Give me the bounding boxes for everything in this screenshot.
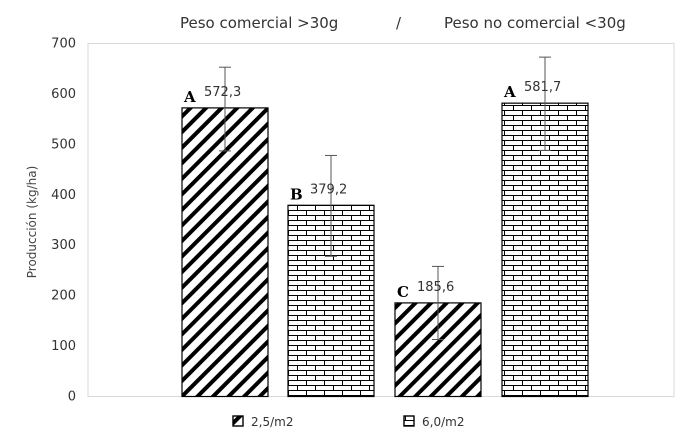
bar-value-label: 572,3 (204, 85, 241, 100)
significance-letter: A (183, 88, 196, 106)
legend-label: 6,0/m2 (422, 415, 464, 429)
y-tick-label: 500 (51, 137, 76, 152)
bar-value-label: 379,2 (310, 182, 347, 197)
plot-area (87, 43, 675, 397)
y-axis-ticks: 0 100 200 300 400 500 600 700 (51, 37, 76, 405)
bars-group: A 572,3 B 379,2 C 185,6 A 581,7 (181, 56, 589, 398)
chart-title-separator: / (396, 14, 402, 32)
chart-title-right: Peso no comercial <30g (444, 14, 626, 32)
y-tick-label: 200 (51, 289, 76, 304)
y-tick-label: 700 (51, 37, 76, 52)
chart-title-left: Peso comercial >30g (180, 14, 338, 32)
bar-value-label: 581,7 (524, 80, 561, 95)
significance-letter: C (397, 283, 409, 301)
y-tick-label: 400 (51, 188, 76, 203)
y-tick-label: 100 (51, 339, 76, 354)
legend-label: 2,5/m2 (251, 415, 293, 429)
y-axis-label: Producción (kg/ha) (25, 166, 39, 278)
y-tick-label: 0 (68, 390, 76, 405)
bar (501, 102, 589, 398)
bar-value-label: 185,6 (417, 280, 454, 295)
legend: 2,5/m2 6,0/m2 (232, 415, 464, 429)
legend-swatch (403, 415, 415, 427)
significance-letter: A (503, 83, 516, 101)
significance-letter: B (290, 185, 303, 203)
bar (394, 302, 482, 398)
y-tick-label: 300 (51, 238, 76, 253)
y-tick-label: 600 (51, 87, 76, 102)
legend-swatch (232, 415, 244, 427)
